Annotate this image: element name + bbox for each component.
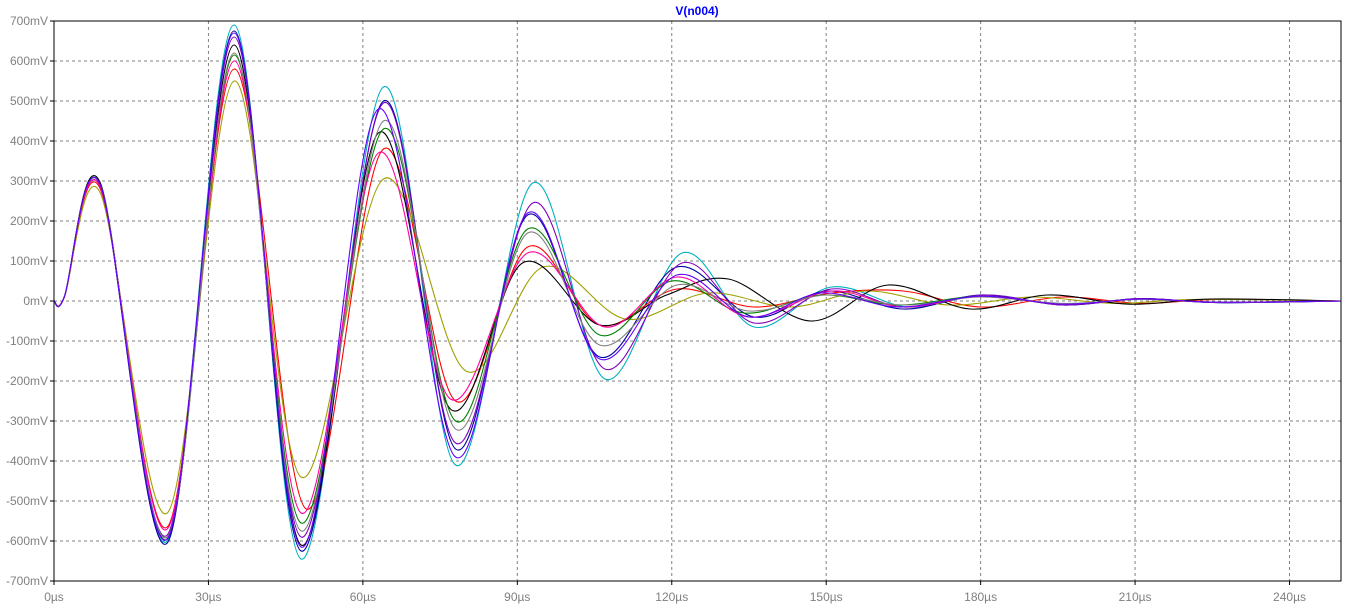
y-tick-label: -500mV — [6, 494, 48, 508]
y-tick-label: 200mV — [10, 214, 48, 228]
axis-ticks: 0µs 30µs 60µs 90µs 120µs 150µs 180µs 210µs 240µs… — [6, 14, 1306, 604]
series-line-6 — [53, 36, 1342, 538]
x-tick-label: 180µs — [964, 590, 997, 604]
grid-lines — [54, 21, 1341, 581]
y-tick-label: -200mV — [6, 374, 48, 388]
x-tick-label: 240µs — [1273, 590, 1306, 604]
x-tick-label: 0µs — [44, 590, 64, 604]
y-tick-label: 100mV — [10, 254, 48, 268]
y-tick-label: 0mV — [23, 294, 48, 308]
x-tick-label: 90µs — [504, 590, 530, 604]
y-tick-label: 500mV — [10, 94, 48, 108]
y-tick-label: -400mV — [6, 454, 48, 468]
x-tick-label: 120µs — [655, 590, 688, 604]
series-line-10 — [53, 32, 1342, 548]
y-tick-label: 400mV — [10, 134, 48, 148]
chart-title: V(n004) — [675, 4, 718, 18]
y-tick-label: 600mV — [10, 54, 48, 68]
y-tick-label: -600mV — [6, 534, 48, 548]
series-line-8 — [53, 60, 1342, 531]
y-tick-label: -700mV — [6, 574, 48, 588]
series-line-7 — [53, 54, 1342, 539]
x-tick-label: 210µs — [1119, 590, 1152, 604]
x-tick-label: 150µs — [810, 590, 843, 604]
x-tick-label: 60µs — [350, 590, 376, 604]
series-line-3 — [53, 68, 1342, 529]
series-traces — [53, 24, 1342, 560]
y-tick-label: 700mV — [10, 14, 48, 28]
y-tick-label: 300mV — [10, 174, 48, 188]
x-tick-label: 30µs — [195, 590, 221, 604]
y-tick-label: -300mV — [6, 414, 48, 428]
y-tick-label: -100mV — [6, 334, 48, 348]
series-line-4 — [53, 80, 1342, 515]
series-line-9 — [53, 52, 1342, 539]
